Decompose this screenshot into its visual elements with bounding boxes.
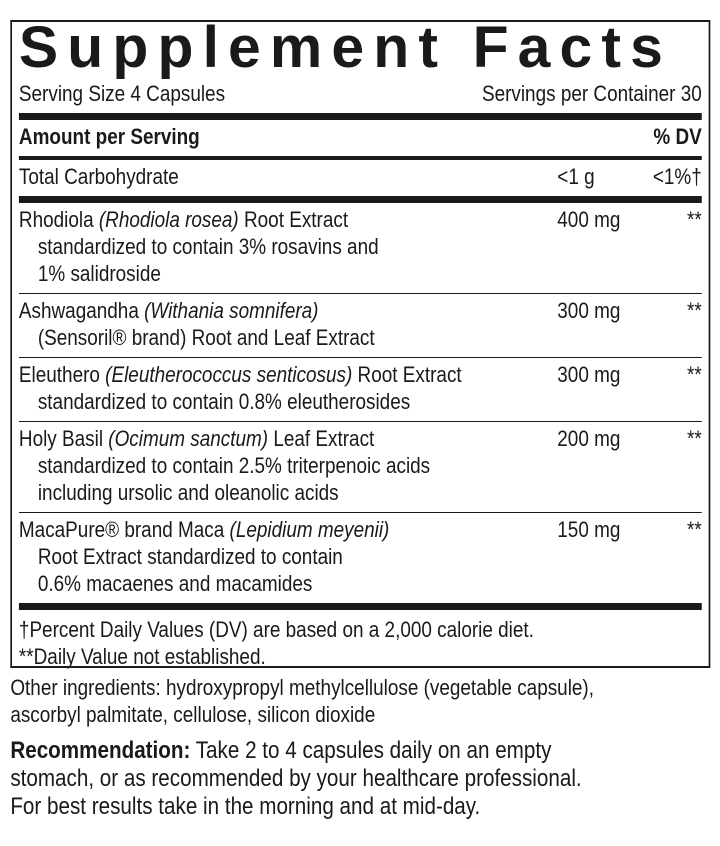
- ingredient-detail: 0.6% macaenes and macamides: [37, 571, 313, 596]
- divider: [18, 196, 702, 203]
- ingredient-dv: **: [687, 362, 702, 387]
- table-row: Total Carbohydrate <1 g <1%†: [19, 160, 702, 196]
- ingredient-common-name: Holy Basil: [18, 426, 109, 451]
- servings-per-container: Servings per Container 30: [481, 81, 702, 106]
- ingredient-dv: **: [687, 207, 702, 232]
- footnote: **Daily Value not established.: [18, 644, 266, 669]
- ingredient-part: Root Extract: [238, 207, 349, 232]
- recommendation-text: stomach, or as recommended by your healt…: [10, 765, 582, 792]
- ingredient-amount: 400 mg: [557, 207, 621, 232]
- nutrient-amount: <1 g: [557, 164, 595, 189]
- table-header: Amount per Serving % DV: [19, 120, 702, 156]
- footnotes: †Percent Daily Values (DV) are based on …: [19, 610, 702, 670]
- ingredient-part: Root Extract: [352, 362, 462, 387]
- divider: [18, 156, 702, 160]
- ingredient-detail: (Sensoril® brand) Root and Leaf Extract: [37, 325, 375, 350]
- ingredient-dv: **: [687, 517, 702, 542]
- divider: [18, 113, 702, 120]
- amount-header: Amount per Serving: [18, 124, 200, 149]
- ingredient-dv: **: [687, 426, 702, 451]
- ingredient-part: Leaf Extract: [268, 426, 375, 451]
- ingredient-detail: 1% salidroside: [37, 261, 161, 286]
- other-ingredients-line: Other ingredients: hydroxypropyl methylc…: [10, 675, 594, 700]
- ingredient-amount: 200 mg: [557, 426, 621, 451]
- ingredient-common-name: Eleuthero: [18, 362, 106, 387]
- divider: [18, 512, 702, 513]
- ingredient-common-name: Ashwagandha: [18, 298, 145, 323]
- recommendation-text: For best results take in the morning and…: [10, 793, 481, 820]
- recommendation: Recommendation: Take 2 to 4 capsules dai…: [10, 737, 710, 821]
- table-row: Ashwagandha (Withania somnifera) (Sensori…: [19, 294, 702, 357]
- ingredient-latin-name: (Ocimum sanctum): [108, 426, 269, 451]
- ingredient-amount: 300 mg: [557, 362, 621, 387]
- panel-title: Supplement Facts: [18, 15, 672, 80]
- table-row: Rhodiola (Rhodiola rosea) Root Extract st…: [19, 203, 702, 293]
- divider: [18, 603, 702, 610]
- ingredient-latin-name: (Eleutherococcus senticosus): [105, 362, 353, 387]
- recommendation-text: Take 2 to 4 capsules daily on an empty: [190, 737, 552, 764]
- ingredient-amount: 300 mg: [557, 298, 621, 323]
- other-ingredients: Other ingredients: hydroxypropyl methylc…: [10, 674, 710, 728]
- ingredient-name: Eleuthero (Eleutherococcus senticosus) R…: [19, 361, 557, 415]
- ingredient-latin-name: (Lepidium meyenii): [229, 517, 390, 542]
- ingredient-latin-name: (Withania somnifera): [144, 298, 319, 323]
- table-row: Holy Basil (Ocimum sanctum) Leaf Extract…: [19, 422, 702, 512]
- ingredient-dv: **: [687, 298, 702, 323]
- serving-size: Serving Size 4 Capsules: [18, 81, 226, 106]
- ingredient-amount: 150 mg: [557, 517, 621, 542]
- ingredient-detail: standardized to contain 3% rosavins and: [37, 234, 379, 259]
- ingredient-list: Rhodiola (Rhodiola rosea) Root Extract st…: [18, 203, 702, 603]
- divider: [18, 293, 702, 294]
- ingredient-name: Rhodiola (Rhodiola rosea) Root Extract st…: [19, 206, 557, 287]
- ingredient-name: Ashwagandha (Withania somnifera) (Sensori…: [19, 297, 557, 351]
- serving-info: Serving Size 4 Capsules Servings per Con…: [19, 80, 702, 108]
- recommendation-label: Recommendation:: [10, 737, 191, 764]
- ingredient-detail: Root Extract standardized to contain: [37, 544, 343, 569]
- ingredient-detail: standardized to contain 0.8% eleutherosi…: [37, 389, 411, 414]
- ingredient-name: Holy Basil (Ocimum sanctum) Leaf Extract…: [19, 425, 557, 506]
- footnote: †Percent Daily Values (DV) are based on …: [18, 617, 534, 642]
- ingredient-detail: including ursolic and oleanolic acids: [37, 480, 339, 505]
- divider: [18, 421, 702, 422]
- table-row: Eleuthero (Eleutherococcus senticosus) R…: [19, 358, 702, 421]
- ingredient-name: MacaPure® brand Maca (Lepidium meyenii) R…: [19, 516, 557, 597]
- ingredient-common-name: MacaPure® brand Maca: [18, 517, 230, 542]
- nutrient-dv: <1%†: [652, 164, 702, 189]
- supplement-facts-panel: Supplement Facts Serving Size 4 Capsules…: [10, 19, 711, 670]
- divider: [18, 357, 702, 358]
- table-row: MacaPure® brand Maca (Lepidium meyenii) R…: [19, 513, 702, 603]
- nutrient-name: Total Carbohydrate: [18, 164, 179, 189]
- ingredient-latin-name: (Rhodiola rosea): [98, 207, 239, 232]
- ingredient-detail: standardized to contain 2.5% triterpenoi…: [37, 453, 431, 478]
- other-ingredients-line: ascorbyl palmitate, cellulose, silicon d…: [10, 702, 376, 727]
- dv-header: % DV: [653, 124, 702, 149]
- ingredient-common-name: Rhodiola: [18, 207, 99, 232]
